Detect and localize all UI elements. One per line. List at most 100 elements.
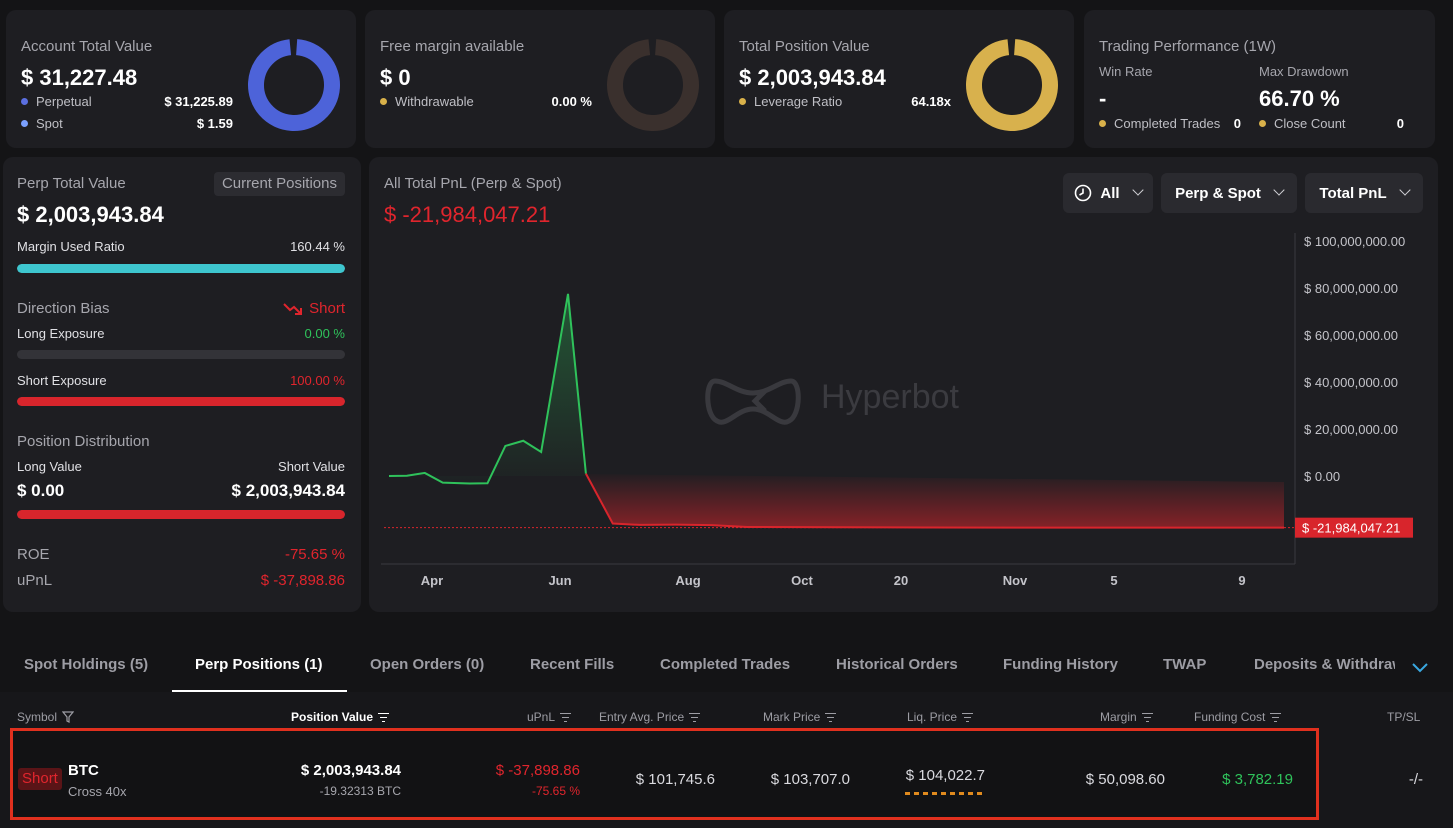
row-upnl: $ -37,898.86	[495, 762, 580, 779]
tab-open-orders[interactable]: Open Orders (0)	[370, 656, 485, 673]
sort-icon[interactable]	[689, 712, 701, 722]
header-mark-price[interactable]: Mark Price	[763, 710, 837, 724]
sort-icon[interactable]	[825, 712, 837, 722]
y-tick-label: $ 0.00	[1304, 469, 1340, 484]
header-upnl[interactable]: uPnL	[527, 710, 572, 724]
pnl-chart-card: All Total PnL (Perp & Spot) $ -21,984,04…	[369, 157, 1438, 612]
header-funding-cost[interactable]: Funding Cost	[1194, 710, 1282, 724]
row-liq-price: $ 104,022.7	[905, 767, 985, 784]
chevron-down-icon[interactable]	[1411, 662, 1429, 674]
upnl-label: uPnL	[17, 572, 53, 589]
free-margin-title: Free margin available	[380, 38, 525, 55]
short-exposure-label: Short Exposure	[17, 373, 107, 388]
withdrawable-value: 0.00 %	[551, 94, 592, 109]
x-tick-label: Nov	[1003, 573, 1028, 588]
watermark-text: Hyperbot	[821, 378, 960, 416]
header-margin[interactable]: Margin	[1100, 710, 1153, 724]
short-exposure-bar	[17, 397, 345, 406]
total-position-value: $ 2,003,943.84	[739, 65, 886, 90]
row-mode: Cross 40x	[68, 784, 127, 799]
short-value-label: Short Value	[278, 459, 345, 474]
leverage-dot	[739, 98, 746, 106]
long-value-label: Long Value	[17, 459, 82, 474]
sort-icon[interactable]	[1270, 712, 1282, 722]
header-symbol[interactable]: Symbol	[17, 710, 75, 724]
x-tick-label: Jun	[548, 573, 571, 588]
tab-deposits-clip: Deposits & Withdraw	[1254, 640, 1395, 692]
free-margin-card: Free margin available $ 0 Withdrawable 0…	[365, 10, 715, 148]
y-tick-label: $ 100,000,000.00	[1304, 234, 1405, 249]
long-exposure-label: Long Exposure	[17, 326, 105, 341]
filter-icon[interactable]	[62, 711, 75, 723]
withdrawable-row: Withdrawable 0.00 %	[380, 94, 592, 109]
row-mark-price: $ 103,707.0	[770, 771, 850, 788]
clock-icon	[1075, 184, 1092, 202]
perp-total-card: Perp Total Value Current Positions $ 2,0…	[3, 157, 361, 612]
market-type-dropdown[interactable]: Perp & Spot	[1161, 173, 1297, 213]
x-tick-label: 20	[894, 573, 908, 588]
perp-total-title: Perp Total Value	[17, 175, 126, 192]
tab-completed-trades[interactable]: Completed Trades	[660, 656, 791, 673]
tab-recent-fills[interactable]: Recent Fills	[530, 656, 615, 673]
sort-icon[interactable]	[1141, 712, 1153, 722]
header-tpsl: TP/SL	[1387, 710, 1421, 724]
current-value-label: $ -21,984,047.21	[1302, 521, 1400, 536]
sort-icon[interactable]	[378, 712, 390, 722]
tab-twap[interactable]: TWAP	[1163, 656, 1207, 673]
x-tick-label: 9	[1238, 573, 1245, 588]
table-row[interactable]	[10, 728, 1319, 820]
row-entry-price: $ 101,745.6	[635, 771, 715, 788]
time-range-dropdown[interactable]: All	[1063, 173, 1153, 213]
max-drawdown-value: 66.70 %	[1259, 86, 1340, 111]
completed-trades-row: Completed Trades 0	[1099, 116, 1241, 131]
roe-value: -75.65 %	[284, 546, 345, 563]
spot-dot	[21, 120, 28, 128]
row-position-size: -19.32313 BTC	[319, 784, 401, 798]
tab-spot-holdings[interactable]: Spot Holdings (5)	[24, 656, 149, 673]
close-dot	[1259, 120, 1266, 128]
tab-funding-history[interactable]: Funding History	[1003, 656, 1118, 673]
distribution-bar	[17, 510, 345, 519]
account-donut-chart	[248, 39, 340, 131]
completed-dot	[1099, 120, 1106, 128]
x-tick-label: Oct	[791, 573, 813, 588]
pnl-line-positive	[388, 293, 587, 485]
account-total-value: $ 31,227.48	[21, 65, 138, 90]
tab-deposits-withdrawals[interactable]: Deposits & Withdraw	[1254, 656, 1395, 673]
roe-label: ROE	[17, 546, 50, 563]
row-symbol[interactable]: BTC	[68, 762, 99, 779]
header-entry-price[interactable]: Entry Avg. Price	[599, 710, 701, 724]
pnl-type-dropdown[interactable]: Total PnL	[1305, 173, 1423, 213]
active-tab-underline	[172, 690, 347, 692]
y-tick-label: $ 60,000,000.00	[1304, 328, 1398, 343]
withdrawable-dot	[380, 98, 387, 106]
account-total-title: Account Total Value	[21, 38, 153, 55]
y-tick-label: $ 40,000,000.00	[1304, 375, 1398, 390]
perpetual-dot	[21, 98, 28, 106]
pnl-line-negative	[585, 473, 1285, 529]
sort-icon[interactable]	[962, 712, 974, 722]
pnl-chart-value: $ -21,984,047.21	[384, 202, 551, 227]
pnl-positive-area	[389, 293, 586, 484]
current-positions-badge[interactable]: Current Positions	[213, 172, 345, 196]
margin-donut-chart	[607, 39, 699, 131]
perpetual-row: Perpetual $ 31,225.89	[21, 94, 233, 109]
liq-distance-indicator	[905, 792, 985, 795]
short-value: $ 2,003,943.84	[231, 481, 345, 500]
sort-icon[interactable]	[560, 712, 572, 722]
tab-historical-orders[interactable]: Historical Orders	[836, 656, 958, 673]
long-value: $ 0.00	[17, 481, 65, 500]
long-exposure-value: 0.00 %	[304, 326, 345, 341]
account-total-card: Account Total Value $ 31,227.48 Perpetua…	[6, 10, 356, 148]
pnl-chart-title: All Total PnL (Perp & Spot)	[384, 175, 562, 192]
tab-perp-positions[interactable]: Perp Positions (1)	[195, 656, 323, 673]
positions-tab-bar: Spot Holdings (5) Perp Positions (1) Ope…	[0, 640, 1453, 692]
y-tick-label: $ 80,000,000.00	[1304, 281, 1398, 296]
hyperbot-logo-icon	[705, 378, 801, 425]
margin-used-bar	[17, 264, 345, 273]
row-tpsl[interactable]: -/-	[1408, 771, 1423, 788]
side-badge-short: Short	[18, 768, 62, 790]
header-liq-price[interactable]: Liq. Price	[907, 710, 974, 724]
x-tick-label: Aug	[675, 573, 700, 588]
header-position-value[interactable]: Position Value	[291, 710, 390, 724]
